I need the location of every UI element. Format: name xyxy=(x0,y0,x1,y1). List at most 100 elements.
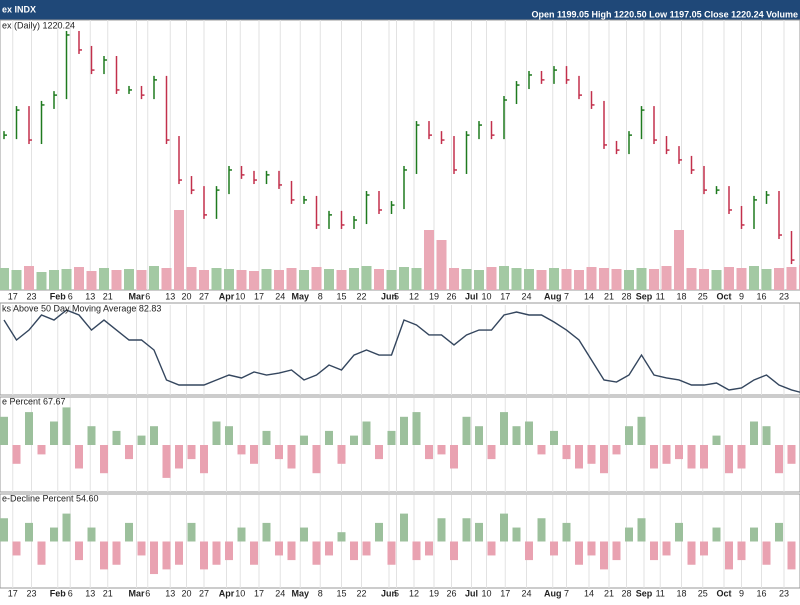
breadth-bar xyxy=(712,435,721,445)
breadth-bar xyxy=(550,541,558,556)
breadth-bar xyxy=(150,426,158,445)
x-tick-label: Jun xyxy=(381,588,397,598)
breadth-bar xyxy=(650,541,658,561)
x-tick-label: 25 xyxy=(698,588,708,598)
breadth-bar xyxy=(762,541,771,565)
breadth-bar xyxy=(375,522,383,542)
volume-bar xyxy=(361,266,372,290)
breadth-bar xyxy=(450,541,458,561)
x-tick-label: Feb xyxy=(50,588,67,598)
x-tick-label: 11 xyxy=(656,291,665,301)
breadth-bar xyxy=(687,541,696,565)
breadth-bar xyxy=(637,518,646,542)
x-tick-label: 22 xyxy=(356,588,366,598)
x-tick-label: 16 xyxy=(756,588,766,598)
breadth-bar xyxy=(12,445,21,464)
breadth-bar xyxy=(287,541,296,561)
breadth-bar xyxy=(587,541,596,556)
x-tick-label: 17 xyxy=(8,291,18,301)
x-tick-label: Aug xyxy=(544,588,562,598)
breadth-bar xyxy=(100,445,108,474)
breadth-bar xyxy=(425,541,433,556)
breadth-bar xyxy=(50,421,58,445)
breadth-bar xyxy=(337,445,346,464)
x-tick-label: 18 xyxy=(676,291,686,301)
breadth-bar xyxy=(675,522,683,542)
breadth-bar xyxy=(500,412,508,445)
x-tick-label: Jul xyxy=(465,291,478,301)
breadth-bar xyxy=(387,541,396,565)
volume-bar xyxy=(611,269,622,290)
breadth-bar xyxy=(437,518,446,542)
x-tick-label: Jul xyxy=(465,588,478,598)
x-tick-label: 10 xyxy=(481,291,491,301)
breadth-bar xyxy=(175,541,183,565)
breadth-bar xyxy=(25,522,33,542)
volume-bar xyxy=(174,210,184,290)
breadth-bar xyxy=(300,435,308,445)
x-tick-label: 23 xyxy=(26,588,36,598)
breadth-bar xyxy=(87,527,96,542)
volume-bar xyxy=(474,270,484,290)
volume-bar xyxy=(186,267,197,290)
volume-bar xyxy=(11,270,22,290)
breadth-bar xyxy=(312,445,321,474)
breadth-bar xyxy=(112,541,121,565)
volume-bar xyxy=(436,240,447,290)
breadth-bar xyxy=(262,522,271,542)
x-tick-label: 12 xyxy=(409,291,419,301)
breadth-bar xyxy=(237,445,246,455)
x-tick-label: 18 xyxy=(676,588,686,598)
volume-bar xyxy=(49,270,59,290)
breadth-bar xyxy=(575,541,583,565)
breadth-bar xyxy=(687,445,696,469)
x-tick-label: 13 xyxy=(165,588,175,598)
breadth-bar xyxy=(712,527,721,542)
volume-bar xyxy=(586,267,597,290)
breadth-bar xyxy=(100,541,108,570)
x-tick-label: Mar xyxy=(128,291,145,301)
breadth-bar xyxy=(150,541,158,575)
volume-bar xyxy=(261,269,272,290)
breadth-bar xyxy=(462,518,471,542)
x-tick-label: 23 xyxy=(779,588,789,598)
breadth-bar xyxy=(50,527,58,542)
volume-bar xyxy=(74,267,84,290)
volume-bar xyxy=(399,267,409,290)
breadth-bar xyxy=(212,541,221,565)
volume-bar xyxy=(761,269,772,290)
breadth-bar xyxy=(612,445,621,455)
x-tick-label: Mar xyxy=(128,588,145,598)
breadth-bar xyxy=(212,421,221,445)
x-tick-label: Apr xyxy=(219,588,235,598)
volume-bar xyxy=(736,268,747,290)
breadth-bar xyxy=(75,445,83,469)
x-tick-label: 16 xyxy=(756,291,766,301)
x-tick-label: 15 xyxy=(336,291,346,301)
breadth-bar xyxy=(12,541,21,556)
x-tick-label: 19 xyxy=(429,291,439,301)
volume-bar xyxy=(449,268,459,290)
x-tick-label: 24 xyxy=(521,588,531,598)
symbol: ex INDX xyxy=(2,4,36,14)
volume-bar xyxy=(0,268,9,290)
volume-bar xyxy=(111,270,122,290)
x-tick-label: 12 xyxy=(409,588,419,598)
x-tick-label: 24 xyxy=(521,291,531,301)
x-tick-label: 13 xyxy=(85,588,95,598)
x-tick-label: 11 xyxy=(656,588,665,598)
x-tick-label: 21 xyxy=(103,291,113,301)
breadth-bar xyxy=(487,541,496,556)
volume-bar xyxy=(424,230,434,290)
x-tick-label: Jun xyxy=(381,291,397,301)
header-bar xyxy=(0,0,800,20)
breadth-bar xyxy=(62,513,71,542)
breadth-bar xyxy=(337,532,346,542)
volume-bar xyxy=(636,268,647,290)
breadth-bar xyxy=(187,522,196,542)
breadth-bar xyxy=(200,541,208,570)
volume-bar xyxy=(236,270,247,290)
x-tick-label: 7 xyxy=(564,588,569,598)
volume-bar xyxy=(624,270,634,290)
